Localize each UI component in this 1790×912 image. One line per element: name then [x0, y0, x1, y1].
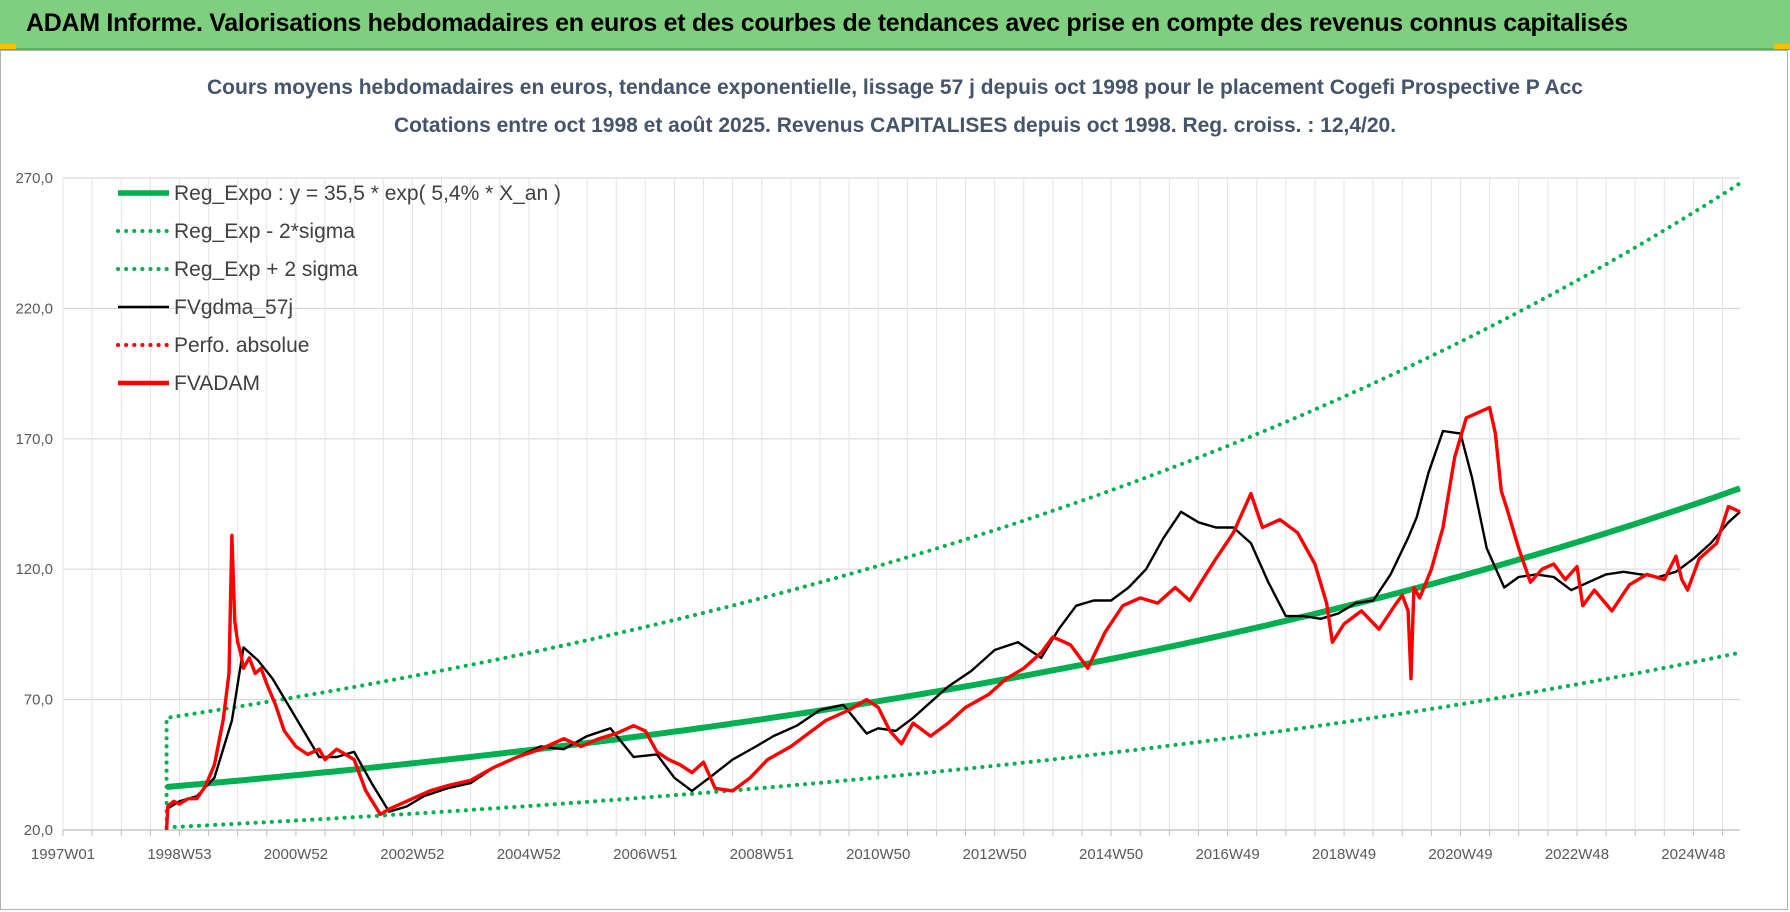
legend-label: FVgdma_57j	[174, 296, 293, 319]
x-tick-label: 2004W52	[497, 846, 561, 863]
x-tick-label: 2016W49	[1195, 846, 1259, 863]
legend-label: Reg_Exp - 2*sigma	[174, 220, 355, 243]
x-tick-label: 1998W53	[147, 846, 211, 863]
chart-title: Cours moyens hebdomadaires en euros, ten…	[207, 76, 1583, 99]
x-tick-label: 2006W51	[613, 846, 677, 863]
x-tick-label: 2022W48	[1545, 846, 1609, 863]
legend: Reg_Expo : y = 35,5 * exp( 5,4% * X_an )…	[116, 182, 561, 395]
y-tick-label: 170,0	[15, 431, 53, 448]
series-line-0	[166, 485, 1741, 790]
x-tick-label: 2020W49	[1428, 846, 1492, 863]
chart-subtitle: Cotations entre oct 1998 et août 2025. R…	[394, 114, 1396, 137]
header-bar	[0, 0, 1790, 50]
y-tick-label: 120,0	[15, 561, 53, 578]
frame-corner-right	[1774, 44, 1790, 49]
x-tick-label: 1997W01	[31, 846, 95, 863]
axes: 20,0 70,0 120,0 170,0 220,0 270,0 1997W01 1998W…	[15, 170, 1740, 863]
x-tick-label: 2014W50	[1079, 846, 1143, 863]
y-tick-label: 70,0	[24, 692, 53, 709]
y-tick-label: 20,0	[24, 822, 53, 839]
frame-corner-left	[0, 44, 16, 49]
x-tick-label: 2018W49	[1312, 846, 1376, 863]
series	[164, 181, 1742, 831]
legend-label: Perfo. absolue	[174, 334, 309, 357]
legend-label: Reg_Expo : y = 35,5 * exp( 5,4% * X_an )	[174, 182, 561, 205]
x-tick-label: 2024W48	[1661, 846, 1725, 863]
x-tick-label: 2008W51	[730, 846, 794, 863]
series-line-5	[164, 405, 1741, 831]
x-tick-label: 2012W50	[963, 846, 1027, 863]
y-tick-label: 270,0	[15, 170, 53, 187]
series-line-2	[164, 181, 1742, 830]
y-tick-label: 220,0	[15, 300, 53, 317]
x-tick-label: 2010W50	[846, 846, 910, 863]
series-line-3	[165, 429, 1741, 813]
chart-frame	[0, 50, 1788, 910]
x-tick-label: 2000W52	[264, 846, 328, 863]
x-tick-label: 2002W52	[380, 846, 444, 863]
page-title: ADAM Informe. Valorisations hebdomadaire…	[26, 9, 1628, 37]
grid	[62, 177, 1740, 831]
legend-label: Reg_Exp + 2 sigma	[174, 258, 358, 281]
legend-label: FVADAM	[174, 372, 260, 395]
